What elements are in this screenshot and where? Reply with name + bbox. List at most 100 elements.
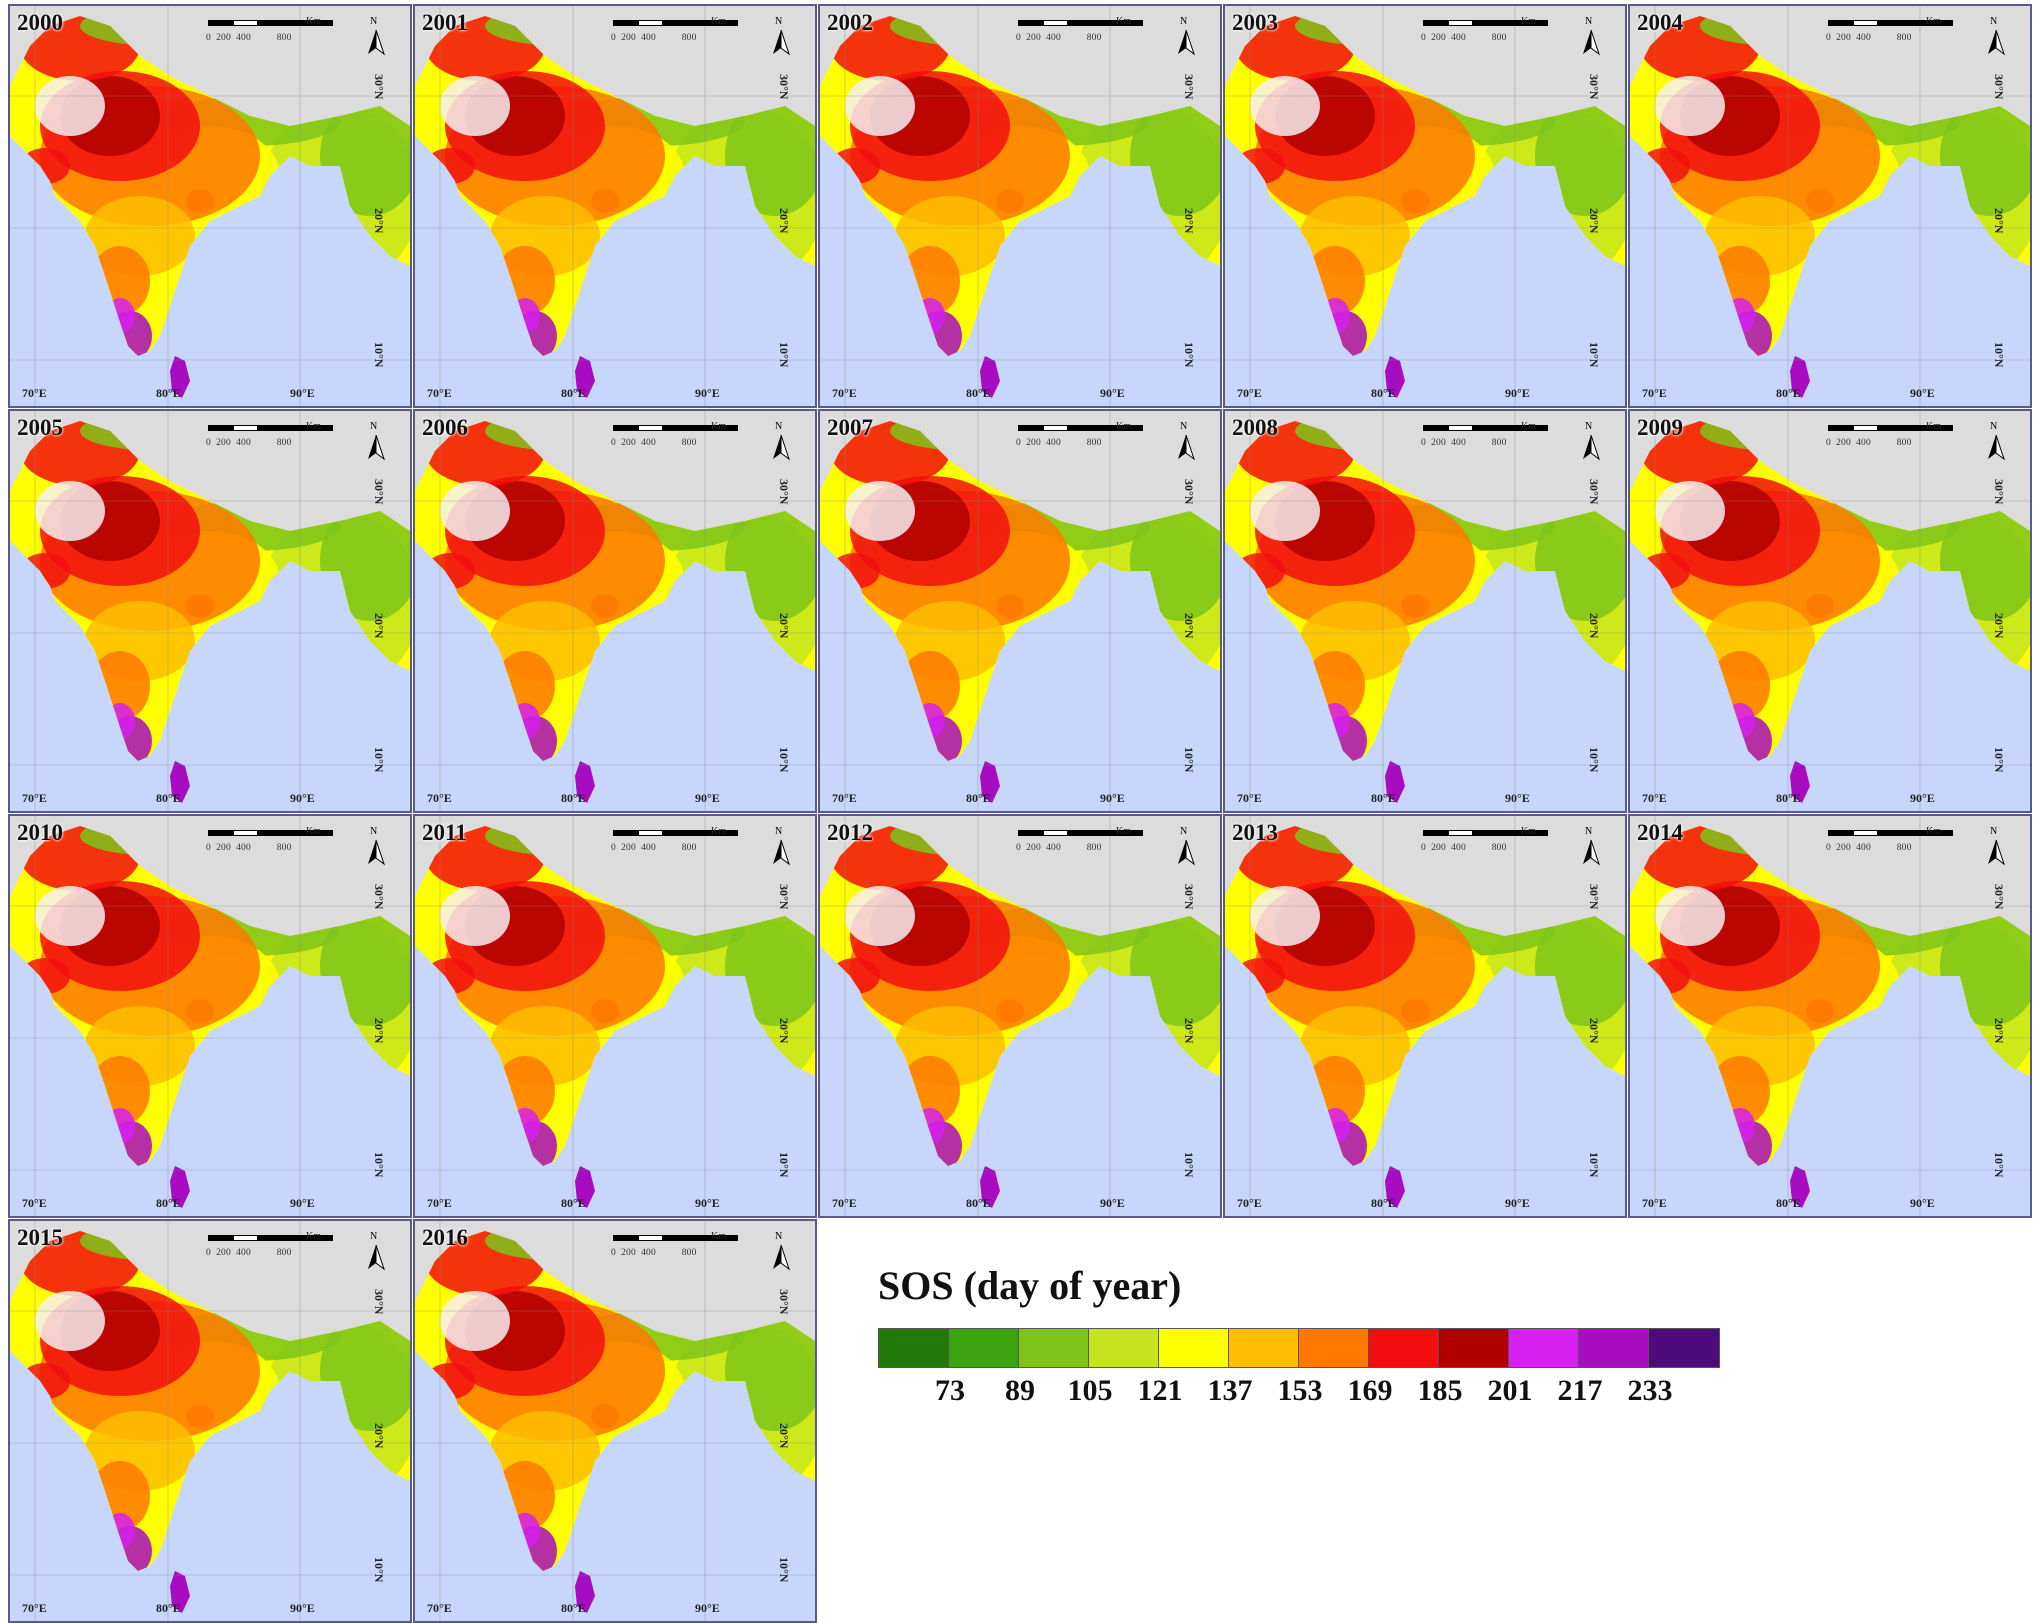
longitude-label: 70°E [832,386,857,400]
scale-bar [1828,830,1968,840]
sos-map-image [10,816,410,1216]
north-arrow-icon: N [364,421,388,461]
longitude-label: 90°E [290,386,315,400]
latitude-label: 10°N [1587,747,1601,773]
north-arrow-icon: N [769,16,793,56]
scale-tick-labels: 0 200 400 800 [206,843,292,853]
scale-unit-label: Km [1521,16,1536,27]
legend-tick-label: 137 [1207,1374,1253,1407]
latitude-label: 30°N [372,1289,386,1315]
legend-tick-label: 73 [935,1374,965,1407]
panel-year-label: 2013 [1232,820,1278,845]
sos-map-image [1630,816,2030,1216]
legend-tick-label: 105 [1067,1374,1113,1407]
north-arrow-icon: N [364,826,388,866]
legend-color-bar [878,1328,1720,1368]
sos-map-image [10,411,410,811]
legend-swatch [1019,1329,1089,1367]
scale-bar [613,830,753,840]
map-panel-2014: 2014 Km 0 200 400 800 N 70°E 80°E 90°E 30°N 20°N… [1628,814,2032,1218]
longitude-label: 80°E [966,1196,991,1210]
longitude-label: 90°E [1505,1196,1530,1210]
latitude-label: 30°N [372,74,386,100]
latitude-label: 30°N [1992,884,2006,910]
longitude-label: 90°E [1505,386,1530,400]
scale-tick-labels: 0 200 400 800 [1421,438,1507,448]
latitude-label: 20°N [777,1423,791,1449]
scale-unit-label: Km [1926,826,1941,837]
scale-tick-labels: 0 200 400 800 [1826,33,1912,43]
longitude-label: 90°E [1100,1196,1125,1210]
longitude-label: 70°E [832,1196,857,1210]
north-arrow-icon: N [1174,826,1198,866]
north-arrow-icon: N [769,1231,793,1271]
legend-tick-label: 217 [1557,1374,1603,1407]
longitude-label: 90°E [290,791,315,805]
latitude-label: 20°N [1587,613,1601,639]
north-arrow-icon: N [1579,826,1603,866]
north-arrow-icon: N [769,826,793,866]
longitude-label: 70°E [427,1601,452,1615]
panel-year-label: 2014 [1637,820,1683,845]
latitude-label: 10°N [1182,1152,1196,1178]
sos-map-image [1225,411,1625,811]
longitude-label: 90°E [695,1601,720,1615]
latitude-label: 30°N [1587,884,1601,910]
north-arrow-icon: N [1984,421,2008,461]
sos-map-image [820,411,1220,811]
north-arrow-icon: N [1579,16,1603,56]
north-arrow-icon: N [1579,421,1603,461]
latitude-label: 20°N [777,613,791,639]
panel-year-label: 2002 [827,10,873,35]
latitude-label: 10°N [777,747,791,773]
scale-unit-label: Km [306,1231,321,1242]
panel-year-label: 2006 [422,415,468,440]
longitude-label: 80°E [1776,386,1801,400]
longitude-label: 90°E [1505,791,1530,805]
longitude-label: 70°E [427,386,452,400]
latitude-label: 30°N [1587,74,1601,100]
scale-unit-label: Km [711,16,726,27]
scale-bar [1423,830,1563,840]
scale-bar [208,425,348,435]
scale-tick-labels: 0 200 400 800 [1016,843,1102,853]
map-panel-2015: 2015 Km 0 200 400 800 N 70°E 80°E 90°E 30°N 20°N… [8,1219,412,1623]
longitude-label: 90°E [1100,386,1125,400]
latitude-label: 30°N [1182,74,1196,100]
map-panel-2012: 2012 Km 0 200 400 800 N 70°E 80°E 90°E 30°N 20°N… [818,814,1222,1218]
longitude-label: 70°E [22,1601,47,1615]
north-arrow-icon: N [1984,826,2008,866]
scale-tick-labels: 0 200 400 800 [1826,438,1912,448]
longitude-label: 80°E [156,386,181,400]
latitude-label: 20°N [1587,208,1601,234]
longitude-label: 80°E [966,791,991,805]
longitude-label: 70°E [1237,791,1262,805]
latitude-label: 20°N [372,1423,386,1449]
longitude-label: 80°E [156,1601,181,1615]
sos-map-image [820,816,1220,1216]
longitude-label: 80°E [156,1196,181,1210]
latitude-label: 30°N [1992,74,2006,100]
scale-tick-labels: 0 200 400 800 [611,843,697,853]
panel-year-label: 2009 [1637,415,1683,440]
longitude-label: 70°E [22,1196,47,1210]
latitude-label: 30°N [777,479,791,505]
sos-map-image [10,1221,410,1621]
panel-year-label: 2003 [1232,10,1278,35]
latitude-label: 30°N [1587,479,1601,505]
legend-tick-label: 153 [1277,1374,1323,1407]
longitude-label: 80°E [561,1601,586,1615]
longitude-label: 70°E [427,1196,452,1210]
longitude-label: 70°E [832,791,857,805]
map-panel-2010: 2010 Km 0 200 400 800 N 70°E 80°E 90°E 30°N 20°N… [8,814,412,1218]
legend-swatch [949,1329,1019,1367]
map-panel-2005: 2005 Km 0 200 400 800 N 70°E 80°E 90°E 30°N 20°N… [8,409,412,813]
scale-unit-label: Km [1521,826,1536,837]
latitude-label: 10°N [1182,747,1196,773]
scale-unit-label: Km [711,1231,726,1242]
map-panel-2001: 2001 Km 0 200 400 800 N 70°E 80°E 90°E 30°N 20°N… [413,4,817,408]
scale-tick-labels: 0 200 400 800 [611,438,697,448]
latitude-label: 10°N [1992,342,2006,368]
map-panel-2006: 2006 Km 0 200 400 800 N 70°E 80°E 90°E 30°N 20°N… [413,409,817,813]
